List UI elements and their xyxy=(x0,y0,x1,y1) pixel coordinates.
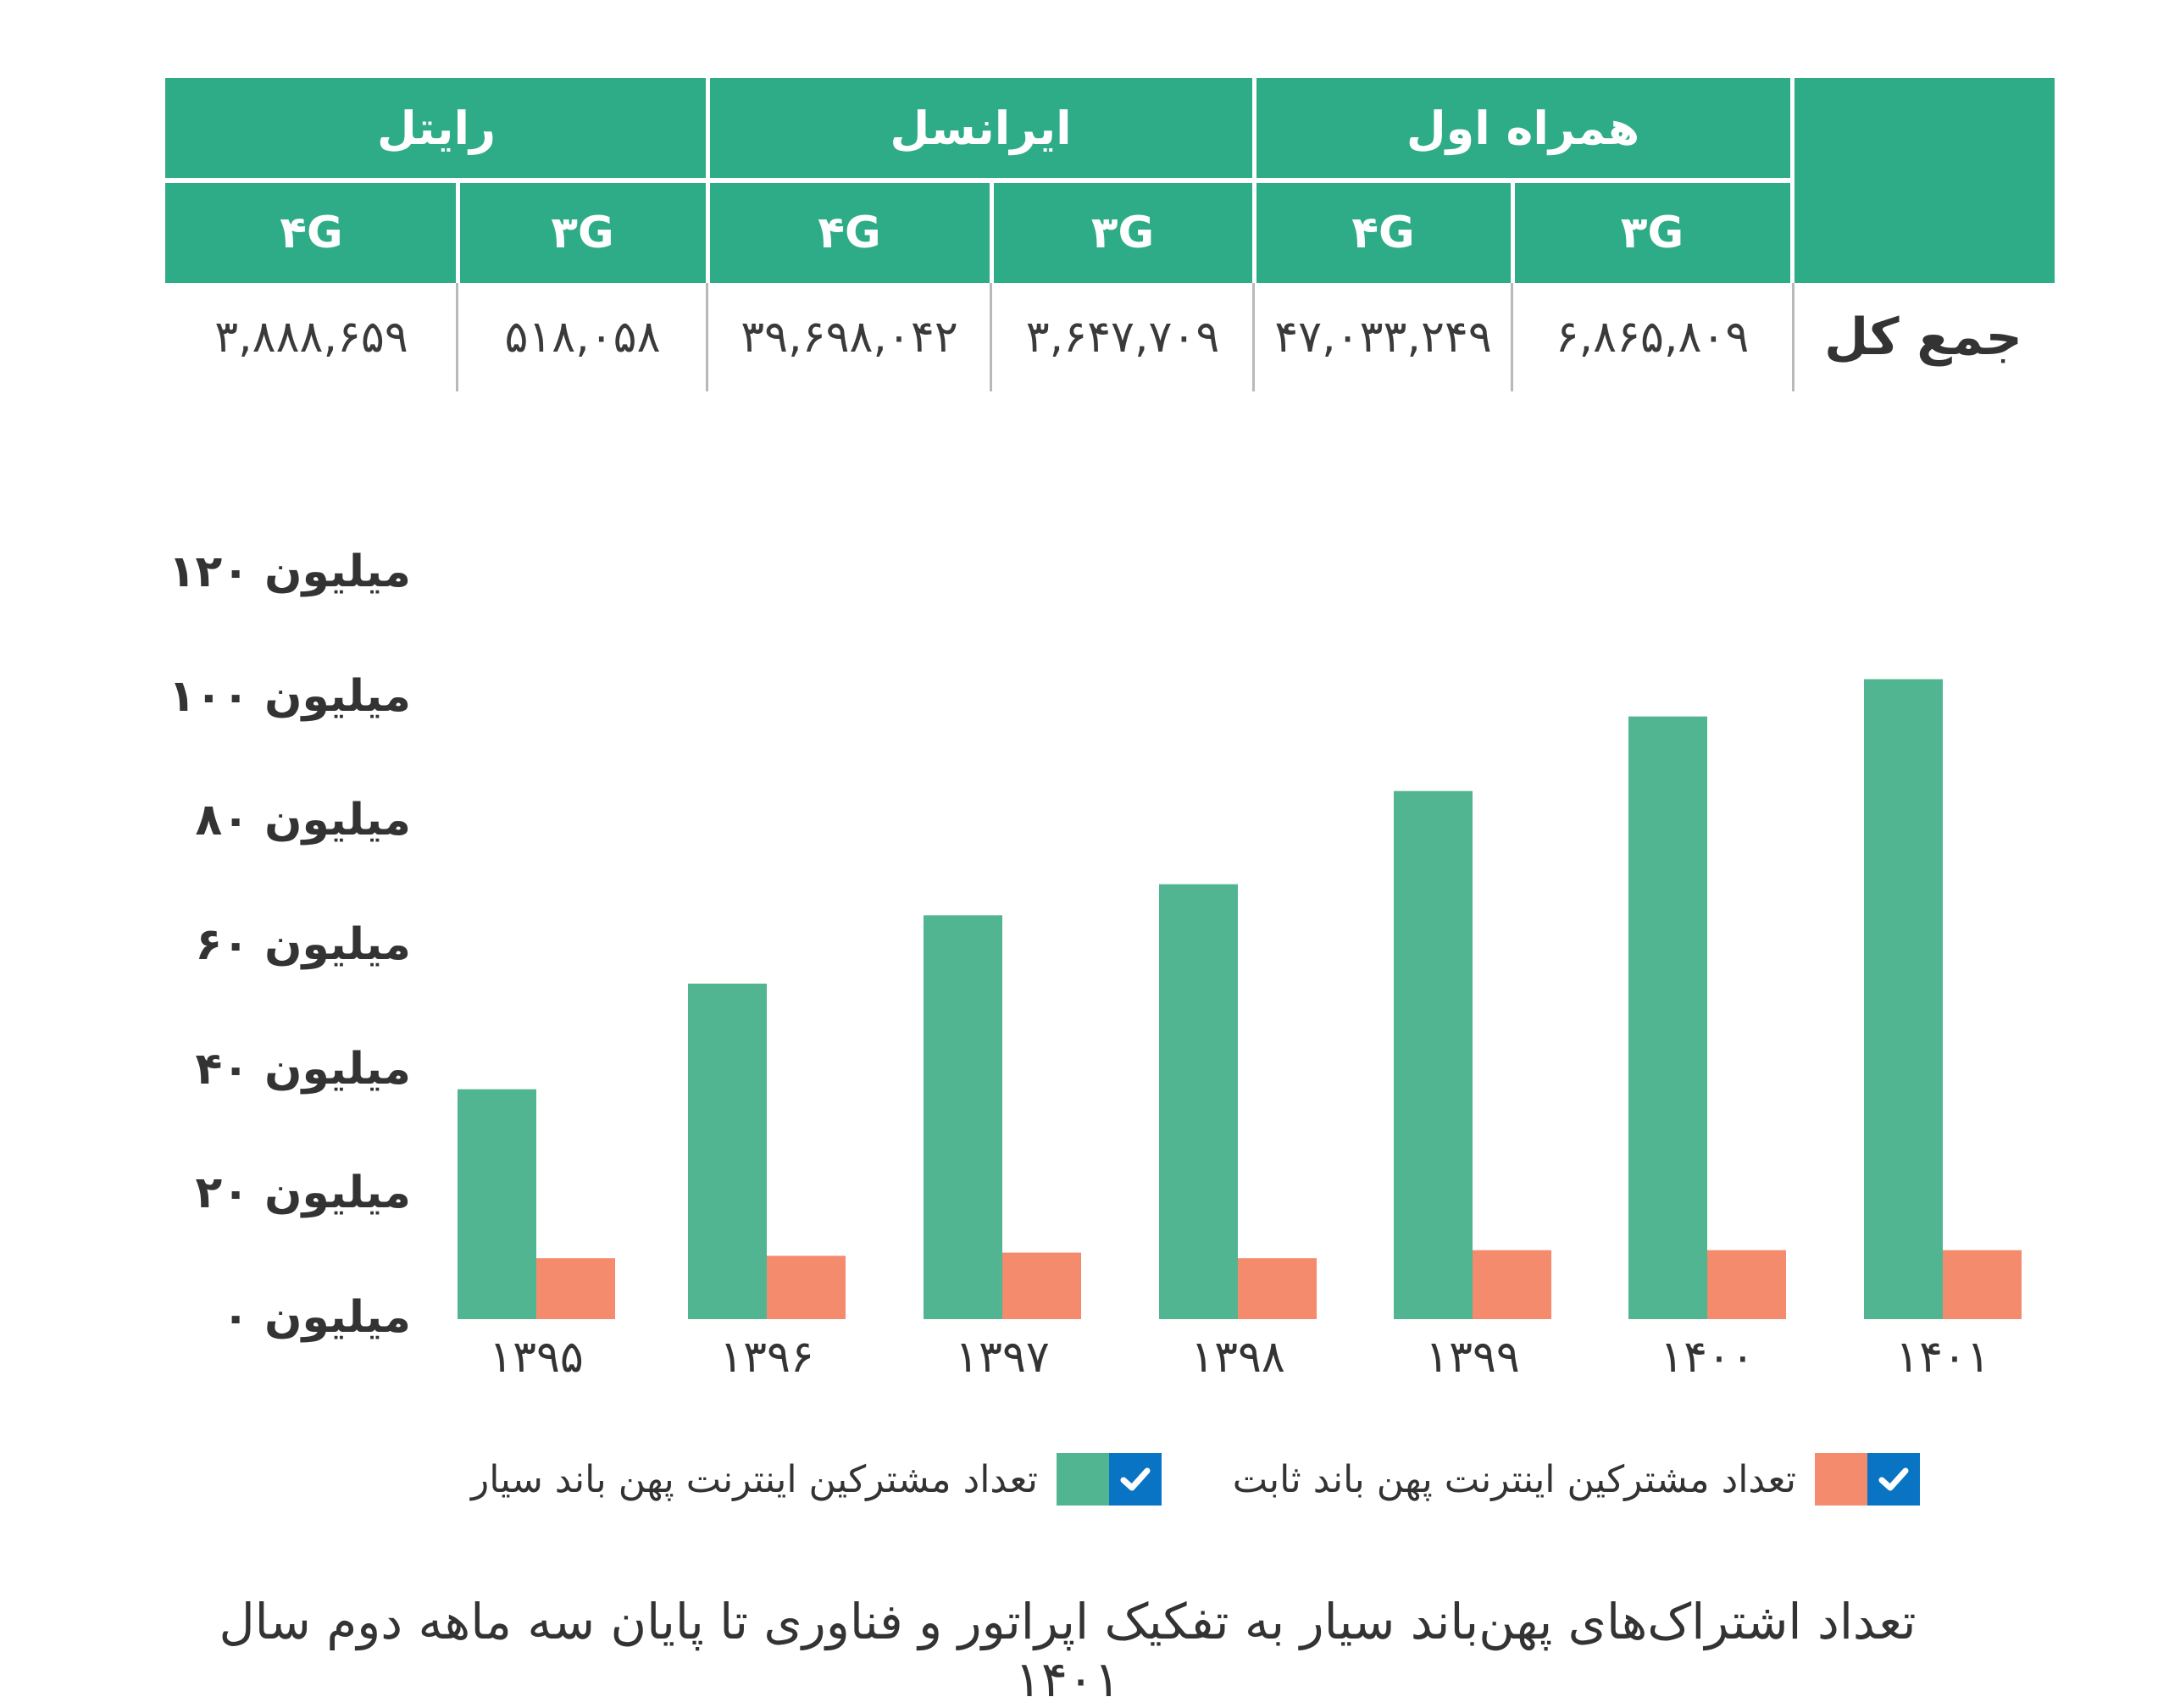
legend-label-mobile: تعداد مشترکین اینترنت پهن باند سیار xyxy=(471,1457,1038,1501)
x-tick-label: ۱۴۰۰ xyxy=(1660,1332,1755,1383)
y-tick-label: میلیون ۲۰ xyxy=(195,1167,411,1219)
row-divider xyxy=(706,283,708,391)
bar-fixed-2 xyxy=(1002,1252,1081,1319)
x-tick-label: ۱۳۹۶ xyxy=(719,1332,814,1383)
y-tick-label: میلیون ۰ xyxy=(222,1292,411,1343)
bar-fixed-4 xyxy=(1473,1250,1551,1319)
value-rightel-3g: ۵۱۸,۰۵۸ xyxy=(504,312,661,363)
operator-header-hamrah-aval: همراه اول xyxy=(1254,78,1792,178)
y-tick-label: میلیون ۸۰ xyxy=(195,795,411,846)
bar-mobile-3 xyxy=(1159,884,1238,1319)
bar-fixed-1 xyxy=(767,1256,846,1319)
y-tick-label: میلیون ۱۲۰ xyxy=(168,546,411,597)
bar-fixed-6 xyxy=(1943,1250,2022,1319)
row-divider xyxy=(990,283,992,391)
tech-header-rightel-4g: ۴G xyxy=(165,183,458,283)
bar-mobile-1 xyxy=(688,984,767,1319)
table-corner-header xyxy=(1792,78,2055,283)
y-tick-label: میلیون ۴۰ xyxy=(195,1043,411,1095)
legend-swatch-mobile xyxy=(1057,1453,1109,1506)
x-tick-label: ۱۴۰۱ xyxy=(1895,1332,1990,1383)
bar-fixed-0 xyxy=(536,1258,615,1319)
row-divider xyxy=(1511,283,1513,391)
x-tick-label: ۱۳۹۸ xyxy=(1190,1332,1285,1383)
bar-mobile-2 xyxy=(924,915,1002,1319)
y-tick-label: میلیون ۶۰ xyxy=(195,919,411,970)
check-icon[interactable] xyxy=(1109,1453,1162,1506)
header-vertical-divider xyxy=(1790,78,1795,283)
tech-header-irancell-4g: ۴G xyxy=(707,183,991,283)
operator-header-rightel: رایتل xyxy=(165,78,707,178)
x-tick-label: ۱۳۹۷ xyxy=(955,1332,1050,1383)
value-irancell-3g: ۳,۶۴۷,۷۰۹ xyxy=(1025,312,1220,363)
subscriptions-table: همراه اول ایرانسل رایتل ۳G ۴G ۳G ۴G ۳G ۴… xyxy=(165,78,2055,391)
bar-mobile-4 xyxy=(1394,790,1473,1319)
header-vertical-divider xyxy=(706,78,710,283)
bar-fixed-5 xyxy=(1707,1250,1786,1319)
header-vertical-divider xyxy=(990,183,994,283)
row-divider xyxy=(1792,283,1795,391)
value-hamrah-3g: ۶,۸۶۵,۸۰۹ xyxy=(1555,312,1750,363)
legend-item-fixed[interactable]: تعداد مشترکین اینترنت پهن باند ثابت xyxy=(1233,1453,1923,1506)
check-icon[interactable] xyxy=(1867,1453,1920,1506)
bar-mobile-0 xyxy=(458,1089,536,1319)
x-tick-label: ۱۳۹۵ xyxy=(489,1332,584,1383)
bar-fixed-3 xyxy=(1238,1258,1317,1319)
header-vertical-divider xyxy=(1511,183,1515,283)
bar-mobile-6 xyxy=(1864,679,1943,1319)
operator-header-irancell: ایرانسل xyxy=(707,78,1254,178)
tech-header-rightel-3g: ۳G xyxy=(458,183,707,283)
x-tick-label: ۱۳۹۹ xyxy=(1425,1332,1520,1383)
value-irancell-4g: ۳۹,۶۹۸,۰۴۲ xyxy=(741,312,958,363)
value-rightel-4g: ۳,۸۸۸,۶۵۹ xyxy=(214,312,408,363)
bar-mobile-5 xyxy=(1628,716,1707,1319)
header-vertical-divider xyxy=(1252,78,1256,283)
row-divider xyxy=(456,283,458,391)
tech-header-hamrah-4g: ۴G xyxy=(1254,183,1512,283)
legend-item-mobile[interactable]: تعداد مشترکین اینترنت پهن باند سیار xyxy=(471,1453,1165,1506)
legend-label-fixed: تعداد مشترکین اینترنت پهن باند ثابت xyxy=(1232,1457,1796,1501)
tech-header-irancell-3g: ۳G xyxy=(991,183,1254,283)
legend-swatch-fixed xyxy=(1815,1453,1867,1506)
header-divider xyxy=(170,178,1789,183)
tech-header-hamrah-3g: ۳G xyxy=(1512,183,1792,283)
chart-caption: تعداد اشتراک‌های پهن‌باند سیار به تفکیک … xyxy=(219,1593,1917,1708)
row-divider xyxy=(1252,283,1255,391)
value-hamrah-4g: ۴۷,۰۳۳,۲۴۹ xyxy=(1274,312,1492,363)
row-label-total: جمع کل xyxy=(1824,308,2022,367)
header-vertical-divider xyxy=(456,183,460,283)
y-tick-label: میلیون ۱۰۰ xyxy=(168,670,411,722)
